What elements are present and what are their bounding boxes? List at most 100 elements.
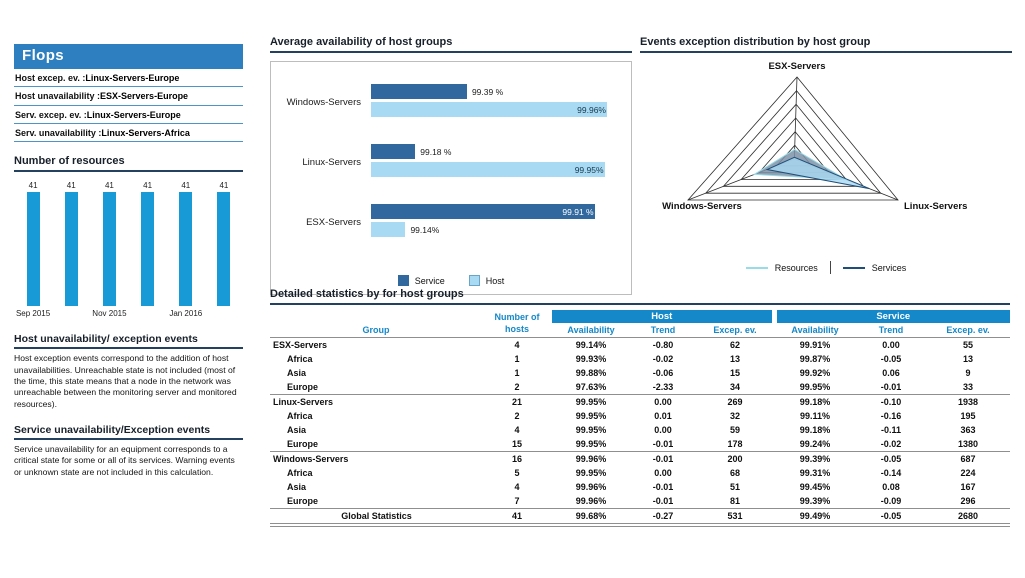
value-cell: 99.14% bbox=[575, 340, 607, 350]
availability-bar-value: 99.14% bbox=[410, 224, 440, 235]
value-cell: -0.01 bbox=[652, 482, 674, 492]
value-cell: 2 bbox=[514, 411, 520, 421]
radar-ring bbox=[687, 76, 899, 201]
legend-item: Service bbox=[397, 275, 445, 286]
service-events-text: Service unavailability for an equipment … bbox=[14, 444, 235, 477]
resource-bar-column: 41 bbox=[90, 180, 128, 307]
value-cell: 2680 bbox=[926, 508, 1010, 524]
value-cell: 99.87% bbox=[799, 354, 831, 364]
availability-bars: 99.18 % 99.95% bbox=[371, 144, 617, 180]
flop-item: Host unavailability :ESX-Servers-Europe bbox=[14, 87, 243, 106]
availability-bar bbox=[371, 84, 467, 99]
value-cell: 68 bbox=[729, 468, 740, 478]
axis-tick-label: Jan 2016 bbox=[169, 309, 203, 319]
legend-item: Services bbox=[842, 263, 906, 273]
resource-bar-column: 41 bbox=[52, 180, 90, 307]
value-cell: 15 bbox=[511, 439, 522, 449]
value-cell: 32 bbox=[729, 411, 740, 421]
availability-bar-chart: Windows-Servers 99.39 % 99.96% Linux-Server… bbox=[270, 61, 632, 295]
value-cell: 59 bbox=[729, 425, 740, 435]
resource-bar bbox=[217, 191, 231, 307]
bar-value-label: 41 bbox=[66, 180, 76, 190]
bar-value-label: 41 bbox=[143, 180, 153, 190]
radar-ring bbox=[722, 103, 865, 187]
resource-bar bbox=[141, 191, 155, 307]
value-cell: 0.08 bbox=[882, 482, 900, 492]
value-cell: 1938 bbox=[926, 394, 1010, 409]
availability-bar-wrap: 99.18 % bbox=[371, 144, 617, 159]
group-cell: ESX-Servers bbox=[273, 340, 328, 350]
value-cell: 99.18% bbox=[774, 394, 856, 409]
availability-bars: 99.91 % 99.14% bbox=[371, 204, 617, 240]
group-cell: Europe bbox=[287, 496, 319, 506]
group-cell: Asia bbox=[287, 482, 307, 492]
flop-item: Serv. excep. ev. :Linux-Servers-Europe bbox=[14, 106, 243, 125]
left-sidebar: Flops Host excep. ev. :Linux-Servers-Eur… bbox=[14, 44, 243, 478]
table-row: Global Statistics 41 99.68% -0.27 531 99.49% -… bbox=[270, 508, 1010, 524]
value-cell: -0.11 bbox=[880, 425, 902, 435]
value-cell: -0.01 bbox=[652, 496, 674, 506]
availability-bar bbox=[371, 144, 416, 159]
availability-group-row: Linux-Servers 99.18 % 99.95% bbox=[271, 144, 617, 180]
value-cell: 0.00 bbox=[654, 425, 672, 435]
value-cell: 0.01 bbox=[654, 411, 672, 421]
value-cell: 97.63% bbox=[575, 382, 607, 392]
statistics-table-title: Detailed statistics by for host groups bbox=[270, 288, 1010, 305]
table-row: ESX-Servers 4 99.14% -0.80 62 99.91% 0.00 55 bbox=[270, 338, 1010, 353]
group-cell: Linux-Servers bbox=[270, 394, 482, 409]
host-excep-header: Excep. ev. bbox=[696, 323, 774, 338]
flop-value: ESX-Servers-Europe bbox=[100, 91, 189, 102]
host-events-text: Host exception events correspond to the … bbox=[14, 353, 237, 409]
table-row: Africa 1 99.93% -0.02 13 99.87% -0.05 13 bbox=[270, 352, 1010, 366]
availability-legend: Service Host bbox=[271, 275, 631, 286]
availability-bar-wrap: 99.96% bbox=[371, 102, 617, 117]
group-cell: Europe bbox=[287, 439, 319, 449]
flop-value: Linux-Servers-Africa bbox=[101, 128, 190, 139]
value-cell: -0.01 bbox=[630, 451, 696, 466]
radar-legend: Resources Services bbox=[640, 261, 1012, 274]
radar-series-polygon bbox=[765, 156, 870, 190]
value-cell: -0.01 bbox=[880, 382, 902, 392]
statistics-table: Number of hosts Host Service Group Avail… bbox=[270, 310, 1010, 524]
value-cell: 99.96% bbox=[575, 482, 607, 492]
availability-bar-value: 99.39 % bbox=[471, 86, 504, 97]
availability-category-label: Linux-Servers bbox=[302, 156, 361, 168]
legend-swatch bbox=[468, 275, 480, 286]
resource-bar-column: 41 bbox=[129, 180, 167, 307]
availability-bar-value: 99.95% bbox=[574, 164, 604, 175]
availability-bar bbox=[371, 102, 608, 117]
value-cell: -0.02 bbox=[652, 354, 674, 364]
value-cell: 51 bbox=[729, 482, 740, 492]
availability-bar-wrap: 99.91 % bbox=[371, 204, 617, 219]
value-cell: 167 bbox=[960, 482, 976, 492]
value-cell: -0.01 bbox=[652, 439, 674, 449]
value-cell: 200 bbox=[696, 451, 774, 466]
value-cell: 195 bbox=[960, 411, 976, 421]
availability-bar-value: 99.91 % bbox=[562, 206, 594, 217]
value-cell: 2 bbox=[514, 382, 520, 392]
flops-list: Host excep. ev. :Linux-Servers-Europe Hos… bbox=[14, 69, 243, 143]
value-cell: -0.02 bbox=[880, 439, 902, 449]
value-cell: 0.06 bbox=[882, 368, 900, 378]
value-cell: 0.00 bbox=[630, 394, 696, 409]
availability-bar-value: 99.96% bbox=[577, 104, 607, 115]
axis-tick-label: Nov 2015 bbox=[92, 309, 127, 319]
flop-value: Linux-Servers-Europe bbox=[85, 73, 180, 83]
radar-chart-title: Events exception distribution by host gr… bbox=[640, 36, 1012, 53]
value-cell: 687 bbox=[926, 451, 1010, 466]
value-cell: 99.45% bbox=[799, 482, 831, 492]
value-cell: 99.39% bbox=[774, 451, 856, 466]
service-band-header: Service bbox=[771, 310, 1010, 323]
axis-tick-label: Sep 2015 bbox=[15, 309, 51, 319]
value-cell: 531 bbox=[696, 508, 774, 524]
value-cell: 81 bbox=[729, 496, 740, 506]
table-row: Europe 15 99.95% -0.01 178 99.24% -0.02 1380 bbox=[270, 437, 1010, 452]
resource-bar bbox=[26, 191, 40, 307]
legend-item: Host bbox=[468, 275, 504, 286]
value-cell: 99.49% bbox=[774, 508, 856, 524]
resource-bar-column: 41 bbox=[205, 180, 243, 307]
value-cell: 16 bbox=[482, 451, 552, 466]
value-cell: -2.33 bbox=[652, 382, 674, 392]
value-cell: -0.27 bbox=[630, 508, 696, 524]
value-cell: 1380 bbox=[957, 439, 979, 449]
